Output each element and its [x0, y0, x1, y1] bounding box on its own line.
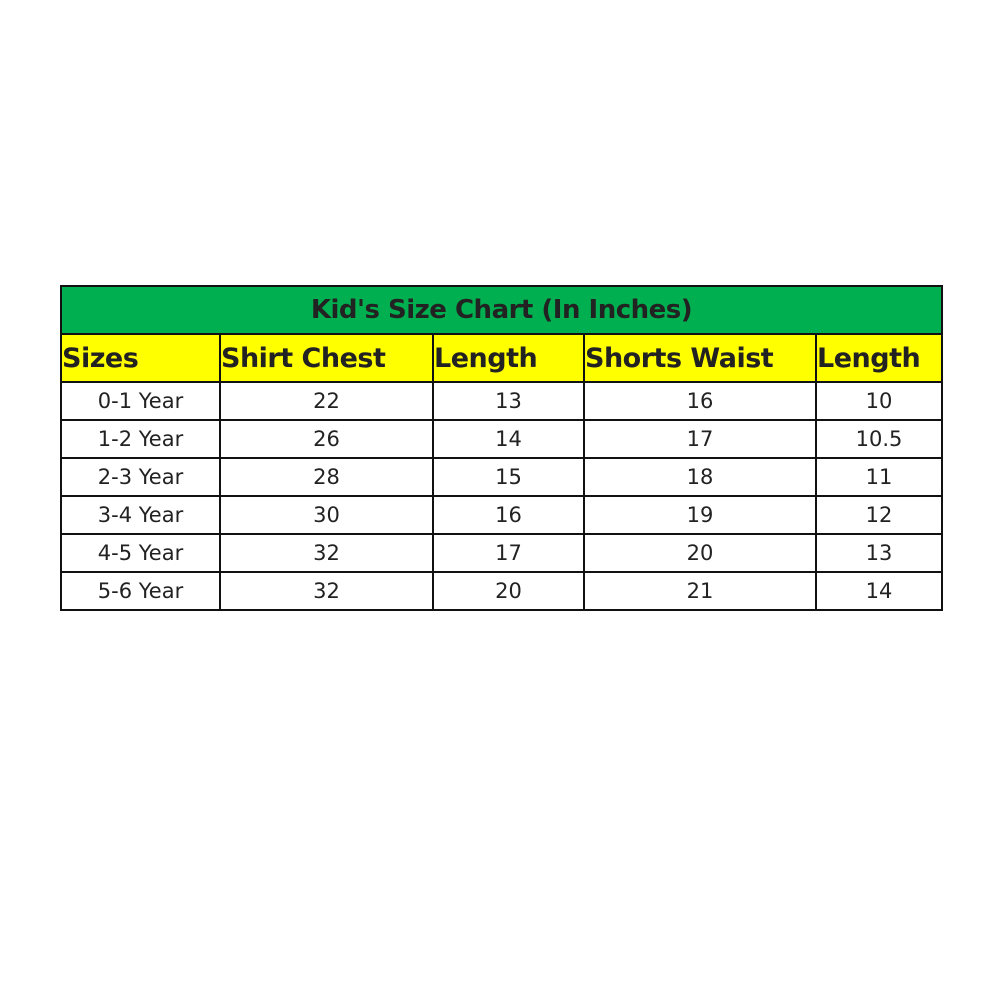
table-row: 5-6 Year 32 20 21 14: [60, 571, 943, 611]
shorts-waist-cell: 17: [583, 419, 817, 459]
shirt-length-cell: 14: [432, 419, 585, 459]
shorts-length-cell: 14: [815, 571, 943, 611]
shorts-length-cell: 12: [815, 495, 943, 535]
header-shorts-waist: Shorts Waist: [583, 333, 817, 383]
table-row: 3-4 Year 30 16 19 12: [60, 495, 943, 535]
shorts-waist-cell: 21: [583, 571, 817, 611]
shirt-length-cell: 17: [432, 533, 585, 573]
shirt-length-cell: 15: [432, 457, 585, 497]
header-sizes: Sizes: [60, 333, 221, 383]
header-shirt-length: Length: [432, 333, 585, 383]
shirt-length-cell: 13: [432, 381, 585, 421]
size-cell: 0-1 Year: [60, 381, 221, 421]
shorts-length-cell: 11: [815, 457, 943, 497]
shorts-length-cell: 13: [815, 533, 943, 573]
shorts-length-cell: 10: [815, 381, 943, 421]
header-shirt-chest: Shirt Chest: [219, 333, 434, 383]
shirt-chest-cell: 30: [219, 495, 434, 535]
size-cell: 1-2 Year: [60, 419, 221, 459]
table-row: 4-5 Year 32 17 20 13: [60, 533, 943, 573]
size-cell: 5-6 Year: [60, 571, 221, 611]
shorts-waist-cell: 16: [583, 381, 817, 421]
shorts-waist-cell: 20: [583, 533, 817, 573]
header-row: Sizes Shirt Chest Length Shorts Waist Le…: [60, 333, 943, 383]
size-chart-table: Kid's Size Chart (In Inches) Sizes Shirt…: [60, 285, 943, 611]
shorts-waist-cell: 19: [583, 495, 817, 535]
table-row: 1-2 Year 26 14 17 10.5: [60, 419, 943, 459]
table-row: 0-1 Year 22 13 16 10: [60, 381, 943, 421]
shirt-length-cell: 20: [432, 571, 585, 611]
shorts-waist-cell: 18: [583, 457, 817, 497]
shirt-chest-cell: 28: [219, 457, 434, 497]
shirt-chest-cell: 32: [219, 571, 434, 611]
size-cell: 4-5 Year: [60, 533, 221, 573]
shirt-chest-cell: 22: [219, 381, 434, 421]
title-row: Kid's Size Chart (In Inches): [60, 285, 943, 335]
header-shorts-length: Length: [815, 333, 943, 383]
shorts-length-cell: 10.5: [815, 419, 943, 459]
size-cell: 3-4 Year: [60, 495, 221, 535]
shirt-chest-cell: 32: [219, 533, 434, 573]
shirt-length-cell: 16: [432, 495, 585, 535]
size-cell: 2-3 Year: [60, 457, 221, 497]
table-row: 2-3 Year 28 15 18 11: [60, 457, 943, 497]
shirt-chest-cell: 26: [219, 419, 434, 459]
table-title: Kid's Size Chart (In Inches): [60, 285, 943, 335]
